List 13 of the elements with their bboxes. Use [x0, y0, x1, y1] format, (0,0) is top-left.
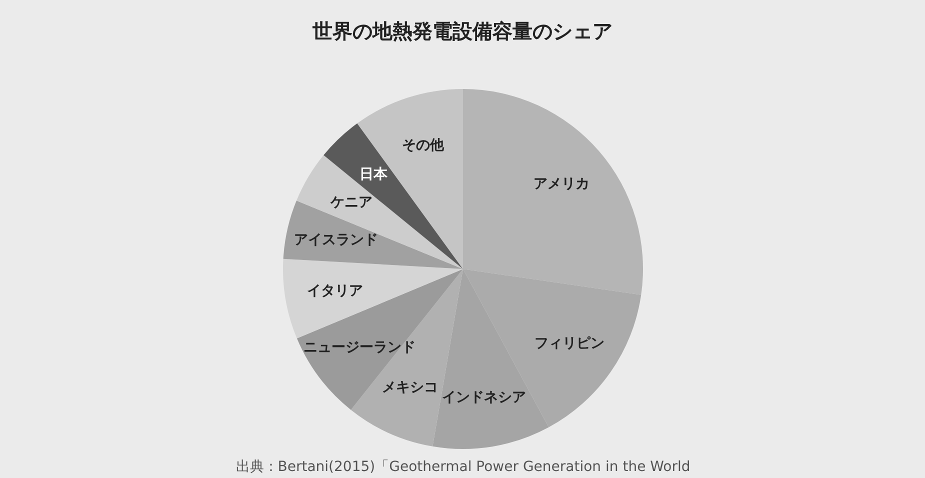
slice-label: ケニア	[329, 194, 372, 210]
slice-label: ニュージーランド	[303, 339, 416, 356]
slice-label: インドネシア	[442, 389, 526, 406]
slice-label: アメリカ	[533, 176, 590, 192]
slice-label: アイスランド	[294, 232, 378, 248]
pie-slice	[324, 123, 463, 269]
slice-label: フィリピン	[534, 335, 605, 352]
slice-label: イタリア	[306, 282, 363, 299]
slice-label: 日本	[360, 166, 389, 183]
source-note: 出典：Bertani(2015)「Geothermal Power Generation in the World	[236, 459, 690, 475]
slice-label: その他	[402, 137, 445, 154]
slice-label: メキシコ	[382, 380, 438, 396]
chart-title: 世界の地熱発電設備容量のシェア	[312, 19, 612, 43]
